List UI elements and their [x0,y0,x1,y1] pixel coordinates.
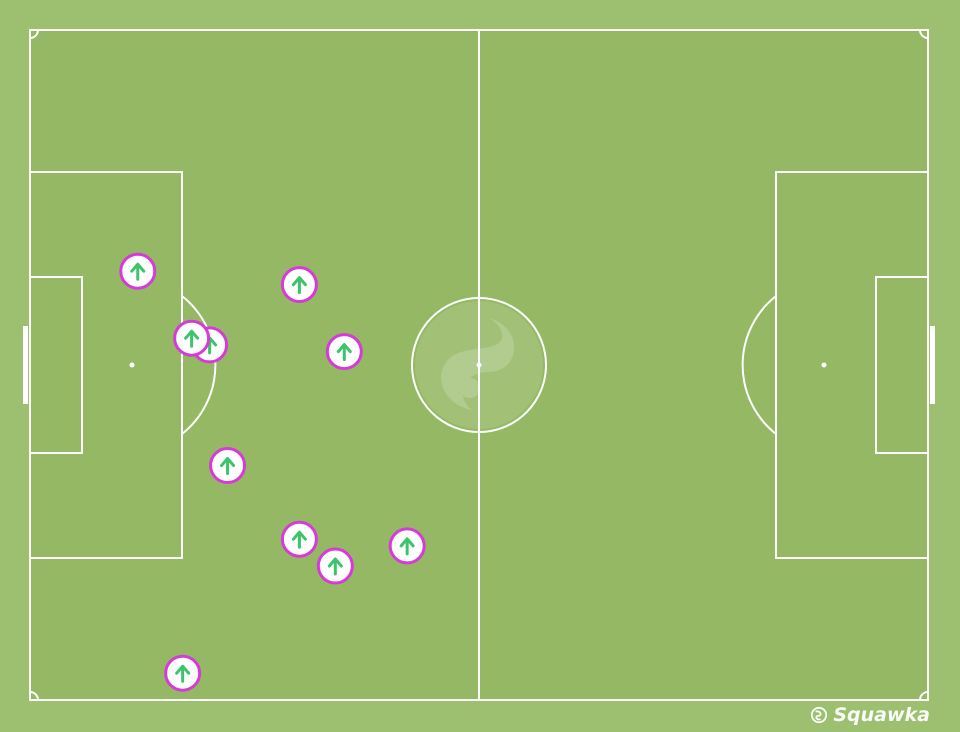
right-penalty-arc [741,295,777,435]
arrow-up-icon [175,664,191,683]
recovery-marker[interactable] [388,527,426,565]
arrow-up-icon [220,457,236,475]
recovery-marker[interactable] [280,520,318,558]
center-circle [411,297,547,433]
left-penalty-arc [181,295,217,435]
right-six-yard-box [875,276,929,454]
corner-arc-bottom-left [29,691,39,701]
right-penalty-spot [821,362,827,368]
squawka-logo-icon [811,706,828,724]
recovery-marker[interactable] [280,266,318,304]
center-watermark-icon [415,301,543,429]
recovery-marker[interactable] [325,333,363,371]
arrow-up-icon [399,537,415,556]
arrow-up-icon [336,343,352,362]
corner-arc-bottom-right [919,691,929,701]
left-goal [23,326,28,404]
right-goal [930,326,935,404]
arrow-up-icon [291,276,307,295]
center-spot [476,362,482,368]
left-penalty-spot [129,362,135,368]
brand-name: Squawka [833,704,930,726]
left-six-yard-box [29,276,83,454]
recovery-marker[interactable] [209,447,247,484]
brand-watermark: Squawka [810,704,930,726]
corner-arc-top-right [919,29,929,39]
arrow-up-icon [291,530,307,549]
arrow-up-icon [184,329,200,348]
recovery-marker[interactable] [173,319,211,357]
arrow-up-icon [327,557,343,576]
recovery-marker[interactable] [164,654,202,692]
pitch-lines [29,29,929,701]
corner-arc-top-left [29,29,39,39]
recovery-marker[interactable] [316,547,354,585]
arrow-up-icon [130,262,146,281]
recovery-marker[interactable] [119,252,157,290]
recovery-markers [119,252,426,692]
